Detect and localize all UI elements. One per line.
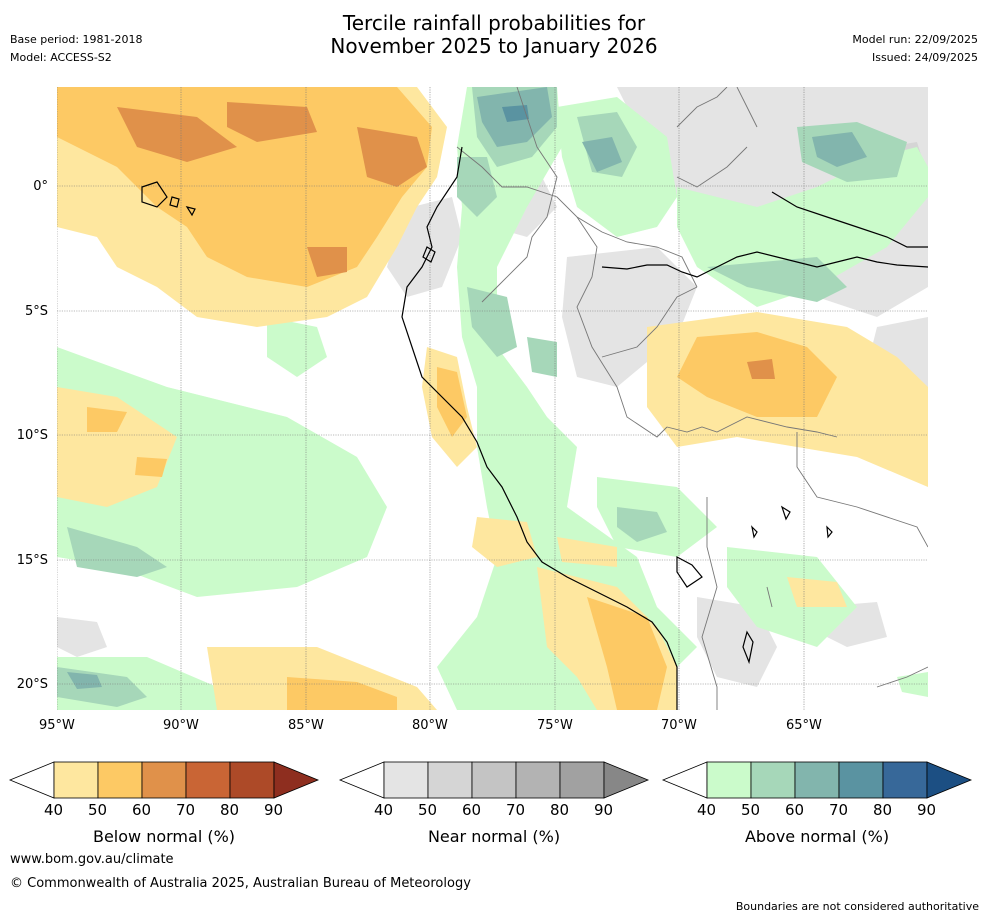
- colorbar-below-normal: [8, 761, 320, 799]
- colorbar-label-below: Below normal (%): [92, 827, 236, 846]
- website-link[interactable]: www.bom.gov.au/climate: [10, 852, 174, 867]
- cb3-tick-40: 40: [697, 801, 717, 819]
- lon-tick-90w: 90°W: [163, 718, 199, 733]
- page-title: Tercile rainfall probabilities for Novem…: [0, 12, 988, 58]
- cb2-tick-40: 40: [374, 801, 394, 819]
- lat-tick-10s: 10°S: [16, 428, 48, 443]
- rainfall-probability-map: [57, 87, 928, 710]
- cb2-tick-90: 90: [594, 801, 614, 819]
- lat-tick-20s: 20°S: [16, 677, 48, 692]
- cb1-tick-60: 60: [132, 801, 152, 819]
- disclaimer: Boundaries are not considered authoritat…: [735, 900, 979, 913]
- cb1-tick-90: 90: [264, 801, 284, 819]
- cb2-tick-80: 80: [550, 801, 570, 819]
- above-normal-cores: [457, 87, 557, 217]
- issued-date: Issued: 24/09/2025: [871, 51, 978, 64]
- copyright: © Commonwealth of Australia 2025, Austra…: [10, 876, 471, 891]
- cb1-tick-70: 70: [176, 801, 196, 819]
- colorbar-label-above: Above normal (%): [744, 827, 890, 846]
- coastline: [141, 146, 928, 710]
- lon-tick-75w: 75°W: [537, 718, 573, 733]
- lat-tick-0: 0°: [33, 179, 48, 194]
- cb2-tick-70: 70: [506, 801, 526, 819]
- cb3-tick-70: 70: [829, 801, 849, 819]
- cb1-tick-50: 50: [88, 801, 108, 819]
- cb3-tick-80: 80: [873, 801, 893, 819]
- below-normal-regions: [57, 87, 928, 710]
- lon-tick-80w: 80°W: [412, 718, 448, 733]
- lon-tick-95w: 95°W: [39, 718, 75, 733]
- lon-tick-65w: 65°W: [786, 718, 822, 733]
- lon-tick-70w: 70°W: [661, 718, 697, 733]
- colorbar-label-near: Near normal (%): [427, 827, 561, 846]
- model-run: Model run: 22/09/2025: [852, 33, 978, 46]
- lat-tick-5s: 5°S: [24, 304, 48, 319]
- graticule: [57, 87, 928, 710]
- country-boundaries: [456, 87, 928, 710]
- lat-tick-15s: 15°S: [16, 553, 48, 568]
- title-line-1: Tercile rainfall probabilities for: [342, 11, 646, 35]
- cb2-tick-50: 50: [418, 801, 438, 819]
- base-period: Base period: 1981-2018: [10, 33, 143, 46]
- cb1-tick-80: 80: [220, 801, 240, 819]
- title-line-2: November 2025 to January 2026: [330, 34, 658, 58]
- cb3-tick-90: 90: [917, 801, 937, 819]
- cb3-tick-60: 60: [785, 801, 805, 819]
- model-name: Model: ACCESS-S2: [10, 51, 112, 64]
- cb2-tick-60: 60: [462, 801, 482, 819]
- cb1-tick-40: 40: [44, 801, 64, 819]
- colorbar-near-normal: [338, 761, 650, 799]
- lon-tick-85w: 85°W: [288, 718, 324, 733]
- colorbar-above-normal: [661, 761, 973, 799]
- cb3-tick-50: 50: [741, 801, 761, 819]
